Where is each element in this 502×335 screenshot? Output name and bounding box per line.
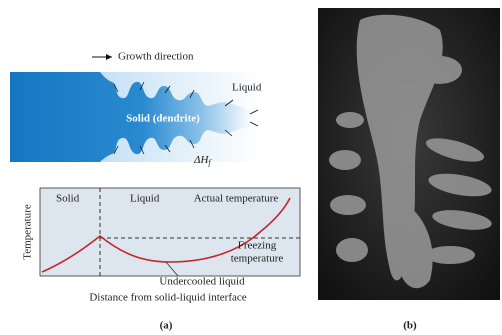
solid-region: Solid bbox=[56, 193, 80, 205]
micrograph bbox=[318, 8, 500, 300]
liquid-label: Liquid bbox=[232, 82, 262, 94]
caption-b: (b) bbox=[403, 320, 417, 332]
caption-a: (a) bbox=[160, 320, 173, 332]
y-axis-label: Temperature bbox=[22, 204, 34, 260]
freezing-label: temperature bbox=[231, 253, 284, 265]
freezing-label: Freezing bbox=[238, 240, 277, 252]
dendrite-diagram: Growth direction Liquid Solid (dendrite)… bbox=[10, 51, 262, 167]
growth-label: Growth direction bbox=[118, 51, 194, 63]
temperature-graph: Solid Liquid Actual temperature Freezing… bbox=[22, 188, 300, 304]
latent-heat-symbol: ΔH bbox=[193, 154, 209, 166]
solid-label: Solid (dendrite) bbox=[126, 113, 200, 125]
x-axis-label: Distance from solid-liquid interface bbox=[89, 292, 246, 304]
actual-temperature: Actual temperature bbox=[194, 193, 279, 205]
arrow-head bbox=[106, 54, 112, 60]
undercooled-label: Undercooled liquid bbox=[159, 276, 245, 288]
figure: Growth direction Liquid Solid (dendrite)… bbox=[0, 0, 502, 335]
liquid-region-label: Liquid bbox=[130, 193, 160, 205]
